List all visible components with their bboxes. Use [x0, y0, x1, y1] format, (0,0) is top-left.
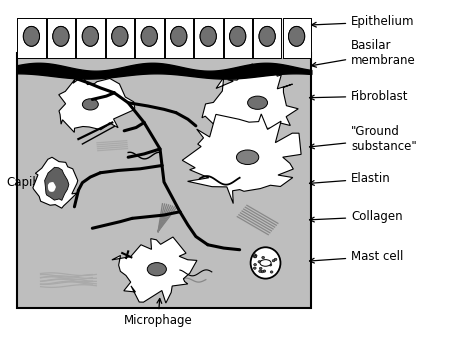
Ellipse shape	[23, 26, 39, 46]
FancyBboxPatch shape	[165, 19, 193, 58]
Ellipse shape	[141, 26, 157, 46]
Text: Collagen: Collagen	[310, 210, 403, 223]
Text: "Ground
substance": "Ground substance"	[310, 125, 417, 153]
FancyBboxPatch shape	[136, 19, 164, 58]
Ellipse shape	[229, 26, 246, 46]
Bar	[17, 53, 311, 307]
FancyBboxPatch shape	[194, 19, 222, 58]
Ellipse shape	[112, 26, 128, 46]
Ellipse shape	[261, 270, 264, 273]
Text: Capillary: Capillary	[7, 175, 59, 188]
Ellipse shape	[274, 258, 277, 261]
Ellipse shape	[82, 99, 98, 110]
FancyBboxPatch shape	[106, 19, 134, 58]
Polygon shape	[48, 182, 56, 192]
Ellipse shape	[254, 264, 256, 266]
Bar	[17, 19, 311, 58]
Ellipse shape	[200, 26, 216, 46]
Ellipse shape	[259, 270, 262, 272]
Ellipse shape	[263, 270, 266, 272]
Ellipse shape	[269, 264, 272, 266]
Ellipse shape	[147, 262, 166, 276]
Polygon shape	[202, 64, 298, 136]
Ellipse shape	[112, 26, 128, 46]
FancyBboxPatch shape	[106, 19, 134, 58]
Polygon shape	[33, 157, 78, 208]
Text: Basilar
membrane: Basilar membrane	[311, 39, 416, 67]
Ellipse shape	[259, 26, 275, 46]
FancyBboxPatch shape	[18, 19, 46, 58]
FancyBboxPatch shape	[224, 19, 252, 58]
Text: Microphage: Microphage	[124, 298, 192, 327]
Ellipse shape	[82, 26, 99, 46]
FancyBboxPatch shape	[253, 19, 282, 58]
FancyBboxPatch shape	[253, 19, 282, 58]
Ellipse shape	[270, 271, 273, 273]
Polygon shape	[45, 167, 69, 200]
Polygon shape	[182, 114, 301, 204]
FancyBboxPatch shape	[47, 19, 75, 58]
Ellipse shape	[259, 26, 275, 46]
Ellipse shape	[289, 26, 305, 46]
FancyBboxPatch shape	[194, 19, 222, 58]
Ellipse shape	[53, 26, 69, 46]
Ellipse shape	[260, 261, 263, 263]
Ellipse shape	[23, 26, 39, 46]
Ellipse shape	[259, 267, 262, 270]
Text: Elastin: Elastin	[310, 172, 391, 185]
Ellipse shape	[171, 26, 187, 46]
Ellipse shape	[251, 247, 281, 279]
Ellipse shape	[254, 254, 257, 257]
Ellipse shape	[253, 254, 256, 256]
Ellipse shape	[229, 26, 246, 46]
Ellipse shape	[272, 260, 275, 262]
Text: Fibroblast: Fibroblast	[310, 90, 409, 103]
Ellipse shape	[171, 26, 187, 46]
Ellipse shape	[258, 261, 261, 263]
FancyBboxPatch shape	[224, 19, 252, 58]
FancyBboxPatch shape	[18, 19, 46, 58]
FancyBboxPatch shape	[283, 19, 311, 58]
Ellipse shape	[141, 26, 157, 46]
Polygon shape	[112, 237, 197, 303]
Ellipse shape	[254, 256, 256, 258]
Text: Mast cell: Mast cell	[310, 250, 403, 263]
Ellipse shape	[289, 26, 305, 46]
FancyBboxPatch shape	[76, 19, 105, 58]
Text: Epithelium: Epithelium	[311, 15, 415, 28]
FancyBboxPatch shape	[283, 19, 311, 58]
FancyBboxPatch shape	[47, 19, 75, 58]
Ellipse shape	[200, 26, 216, 46]
Ellipse shape	[247, 96, 267, 109]
Polygon shape	[59, 76, 135, 132]
Ellipse shape	[53, 26, 69, 46]
Ellipse shape	[260, 260, 271, 266]
FancyBboxPatch shape	[165, 19, 193, 58]
FancyBboxPatch shape	[136, 19, 164, 58]
Ellipse shape	[82, 26, 99, 46]
Ellipse shape	[262, 256, 264, 259]
Ellipse shape	[254, 256, 256, 258]
FancyBboxPatch shape	[76, 19, 105, 58]
Ellipse shape	[254, 267, 256, 269]
Ellipse shape	[237, 150, 259, 164]
Ellipse shape	[265, 263, 268, 265]
